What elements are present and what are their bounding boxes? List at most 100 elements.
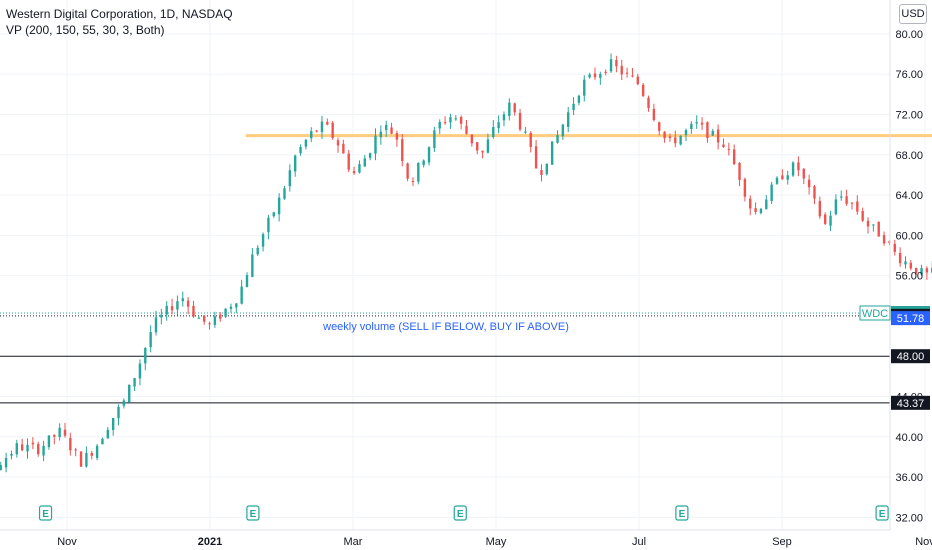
candle-body — [925, 268, 929, 273]
price-label-bg — [859, 305, 891, 321]
candle-body — [802, 168, 805, 179]
candle-body — [545, 163, 549, 175]
candle-body — [454, 118, 457, 120]
chart-grid — [0, 0, 926, 530]
candle-body — [722, 144, 725, 147]
earnings-marker: E — [875, 505, 889, 521]
candle-body — [374, 135, 377, 154]
x-tick-label: Nov — [915, 536, 932, 548]
candle-body — [524, 131, 527, 133]
indicator-legend[interactable]: VP (200, 150, 55, 30, 3, Both) — [6, 23, 165, 37]
x-tick-label: Mar — [344, 536, 363, 548]
candle-body — [149, 332, 152, 348]
candle-body — [277, 197, 281, 215]
candle-body — [636, 76, 640, 85]
candle-body — [652, 108, 656, 121]
earnings-badge — [453, 505, 467, 521]
candle-body — [668, 136, 672, 139]
candle-body — [79, 451, 83, 467]
candle-body — [31, 442, 35, 445]
candle-body — [550, 141, 554, 165]
candle-body — [358, 164, 361, 173]
y-tick-label: 80.00 — [895, 29, 923, 41]
candle-body — [508, 102, 511, 116]
price-label-text: 51.78 — [897, 313, 925, 325]
candle-body — [759, 208, 763, 214]
candle-body — [165, 305, 168, 315]
candle-body — [920, 268, 923, 275]
candle-body — [26, 444, 29, 452]
candle-body — [101, 438, 104, 445]
candle-body — [58, 427, 61, 438]
candle-body — [834, 199, 838, 215]
candle-body — [261, 234, 265, 247]
candle-body — [856, 201, 859, 212]
price-label-wdc: WDC — [859, 305, 891, 321]
candle-body — [443, 122, 447, 124]
candle-body — [320, 121, 324, 132]
candle-body — [738, 162, 741, 180]
price-axis[interactable]: 80.0076.0072.0068.0064.0060.0056.0044.00… — [895, 29, 923, 524]
candle-body — [256, 247, 259, 255]
candle-body — [695, 122, 698, 124]
symbol-title[interactable]: Western Digital Corporation, 1D, NASDAQ — [6, 7, 233, 21]
candle-body — [53, 434, 56, 437]
candle-body — [283, 188, 286, 199]
candle-body — [497, 122, 500, 129]
candle-body — [556, 134, 559, 143]
candle-body — [401, 139, 404, 162]
candle-body — [807, 179, 811, 188]
price-label-text: WDC — [862, 308, 888, 320]
candle-body — [20, 444, 24, 451]
candle-body — [240, 286, 243, 304]
candle-body — [588, 74, 591, 78]
candle-body — [47, 435, 51, 448]
candle-body — [572, 103, 575, 111]
candle-body — [898, 253, 902, 264]
x-tick-label: May — [486, 536, 507, 548]
candle-body — [138, 363, 142, 379]
candle-body — [647, 97, 650, 109]
candle-body — [144, 348, 147, 364]
price-label-43-37: 43.37 — [891, 395, 930, 410]
earnings-letter: E — [879, 509, 886, 520]
candle-body — [406, 163, 409, 179]
candle-body — [502, 114, 506, 121]
x-tick-label: Sep — [772, 536, 792, 548]
currency-button[interactable]: USD — [899, 4, 927, 24]
candle-body — [229, 306, 233, 309]
candle-body — [888, 241, 891, 243]
candle-body — [299, 146, 302, 154]
candle-body — [732, 149, 736, 165]
y-tick-label: 40.00 — [895, 432, 923, 444]
candle-body — [658, 122, 661, 131]
candle-body — [486, 139, 490, 153]
candle-body — [797, 162, 800, 171]
candle-body — [850, 202, 854, 204]
time-axis[interactable]: Nov2021MarMayJulSepNov2022MarMayJulSep — [57, 536, 932, 548]
candle-body — [481, 150, 484, 153]
candle-body — [599, 74, 602, 78]
candle-body — [384, 125, 388, 130]
candle-body — [561, 124, 565, 137]
candle-body — [15, 443, 19, 455]
candle-body — [224, 308, 227, 317]
candle-body — [395, 133, 399, 140]
candle-body — [893, 243, 896, 252]
candle-body — [197, 317, 201, 319]
price-label-51-78: 51.78 — [891, 311, 930, 326]
candle-body — [213, 316, 217, 325]
earnings-badge — [675, 505, 689, 521]
earnings-marker: E — [675, 505, 689, 521]
candle-body — [449, 117, 452, 123]
candle-body — [235, 303, 238, 308]
candle-body — [577, 95, 581, 103]
candle-body — [861, 210, 864, 221]
candle-body — [4, 457, 8, 468]
candle-body — [411, 180, 415, 182]
candle-body — [743, 179, 747, 197]
price-label-bg — [891, 349, 930, 364]
candle-body — [422, 160, 425, 166]
y-tick-label: 32.00 — [895, 512, 923, 524]
